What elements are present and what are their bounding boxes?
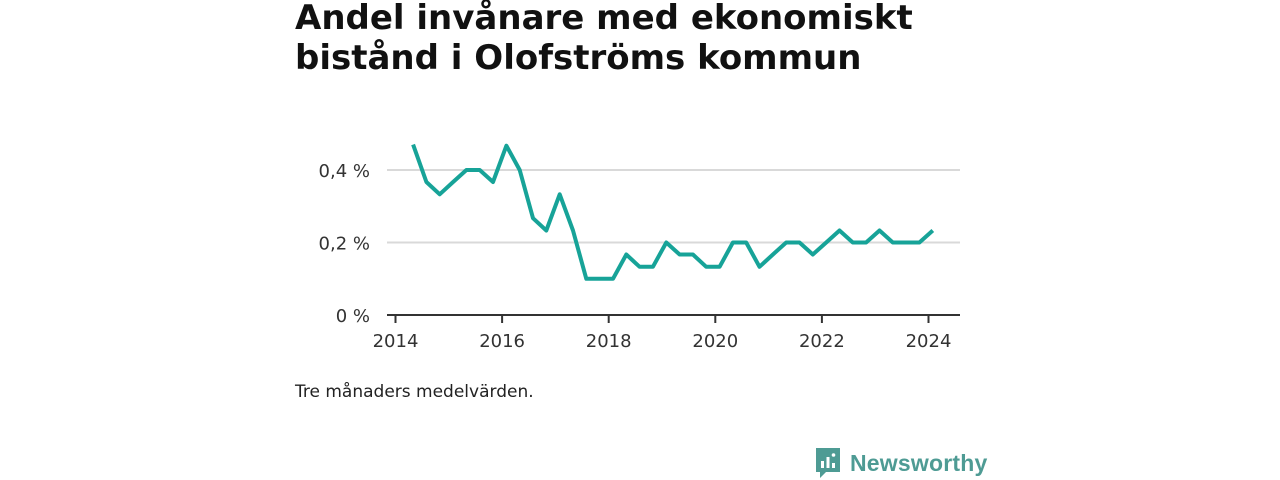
series-line: [411, 143, 935, 281]
x-tick-label: 2014: [373, 331, 419, 352]
x-tick-label: 2018: [586, 331, 632, 352]
x-tick-label: 2016: [479, 331, 525, 352]
series-group: [411, 143, 935, 281]
x-tick-label: 2022: [799, 331, 845, 352]
chart-note: Tre månaders medelvärden.: [295, 382, 534, 402]
x-tick-label: 2024: [906, 331, 952, 352]
gridlines: [387, 169, 960, 244]
newsworthy-logo-icon: [816, 448, 840, 478]
x-tick-label: 2020: [692, 331, 738, 352]
y-tick-label: 0,2 %: [319, 234, 370, 255]
brand-logo[interactable]: Newsworthy: [814, 446, 987, 480]
chart-title: Andel invånare med ekonomiskt bistånd i …: [295, 0, 913, 78]
y-tick-label: 0 %: [336, 306, 370, 327]
y-tick-label: 0,4 %: [319, 161, 370, 182]
brand-name: Newsworthy: [850, 449, 988, 476]
x-axis: 2014 2016 2018 2020 2022 2024: [373, 314, 960, 352]
y-axis: 0 % 0,2 % 0,4 %: [319, 161, 370, 327]
line-chart: 0 % 0,2 % 0,4 % 2014 2016 2018 2020 2022 2024: [319, 143, 960, 352]
